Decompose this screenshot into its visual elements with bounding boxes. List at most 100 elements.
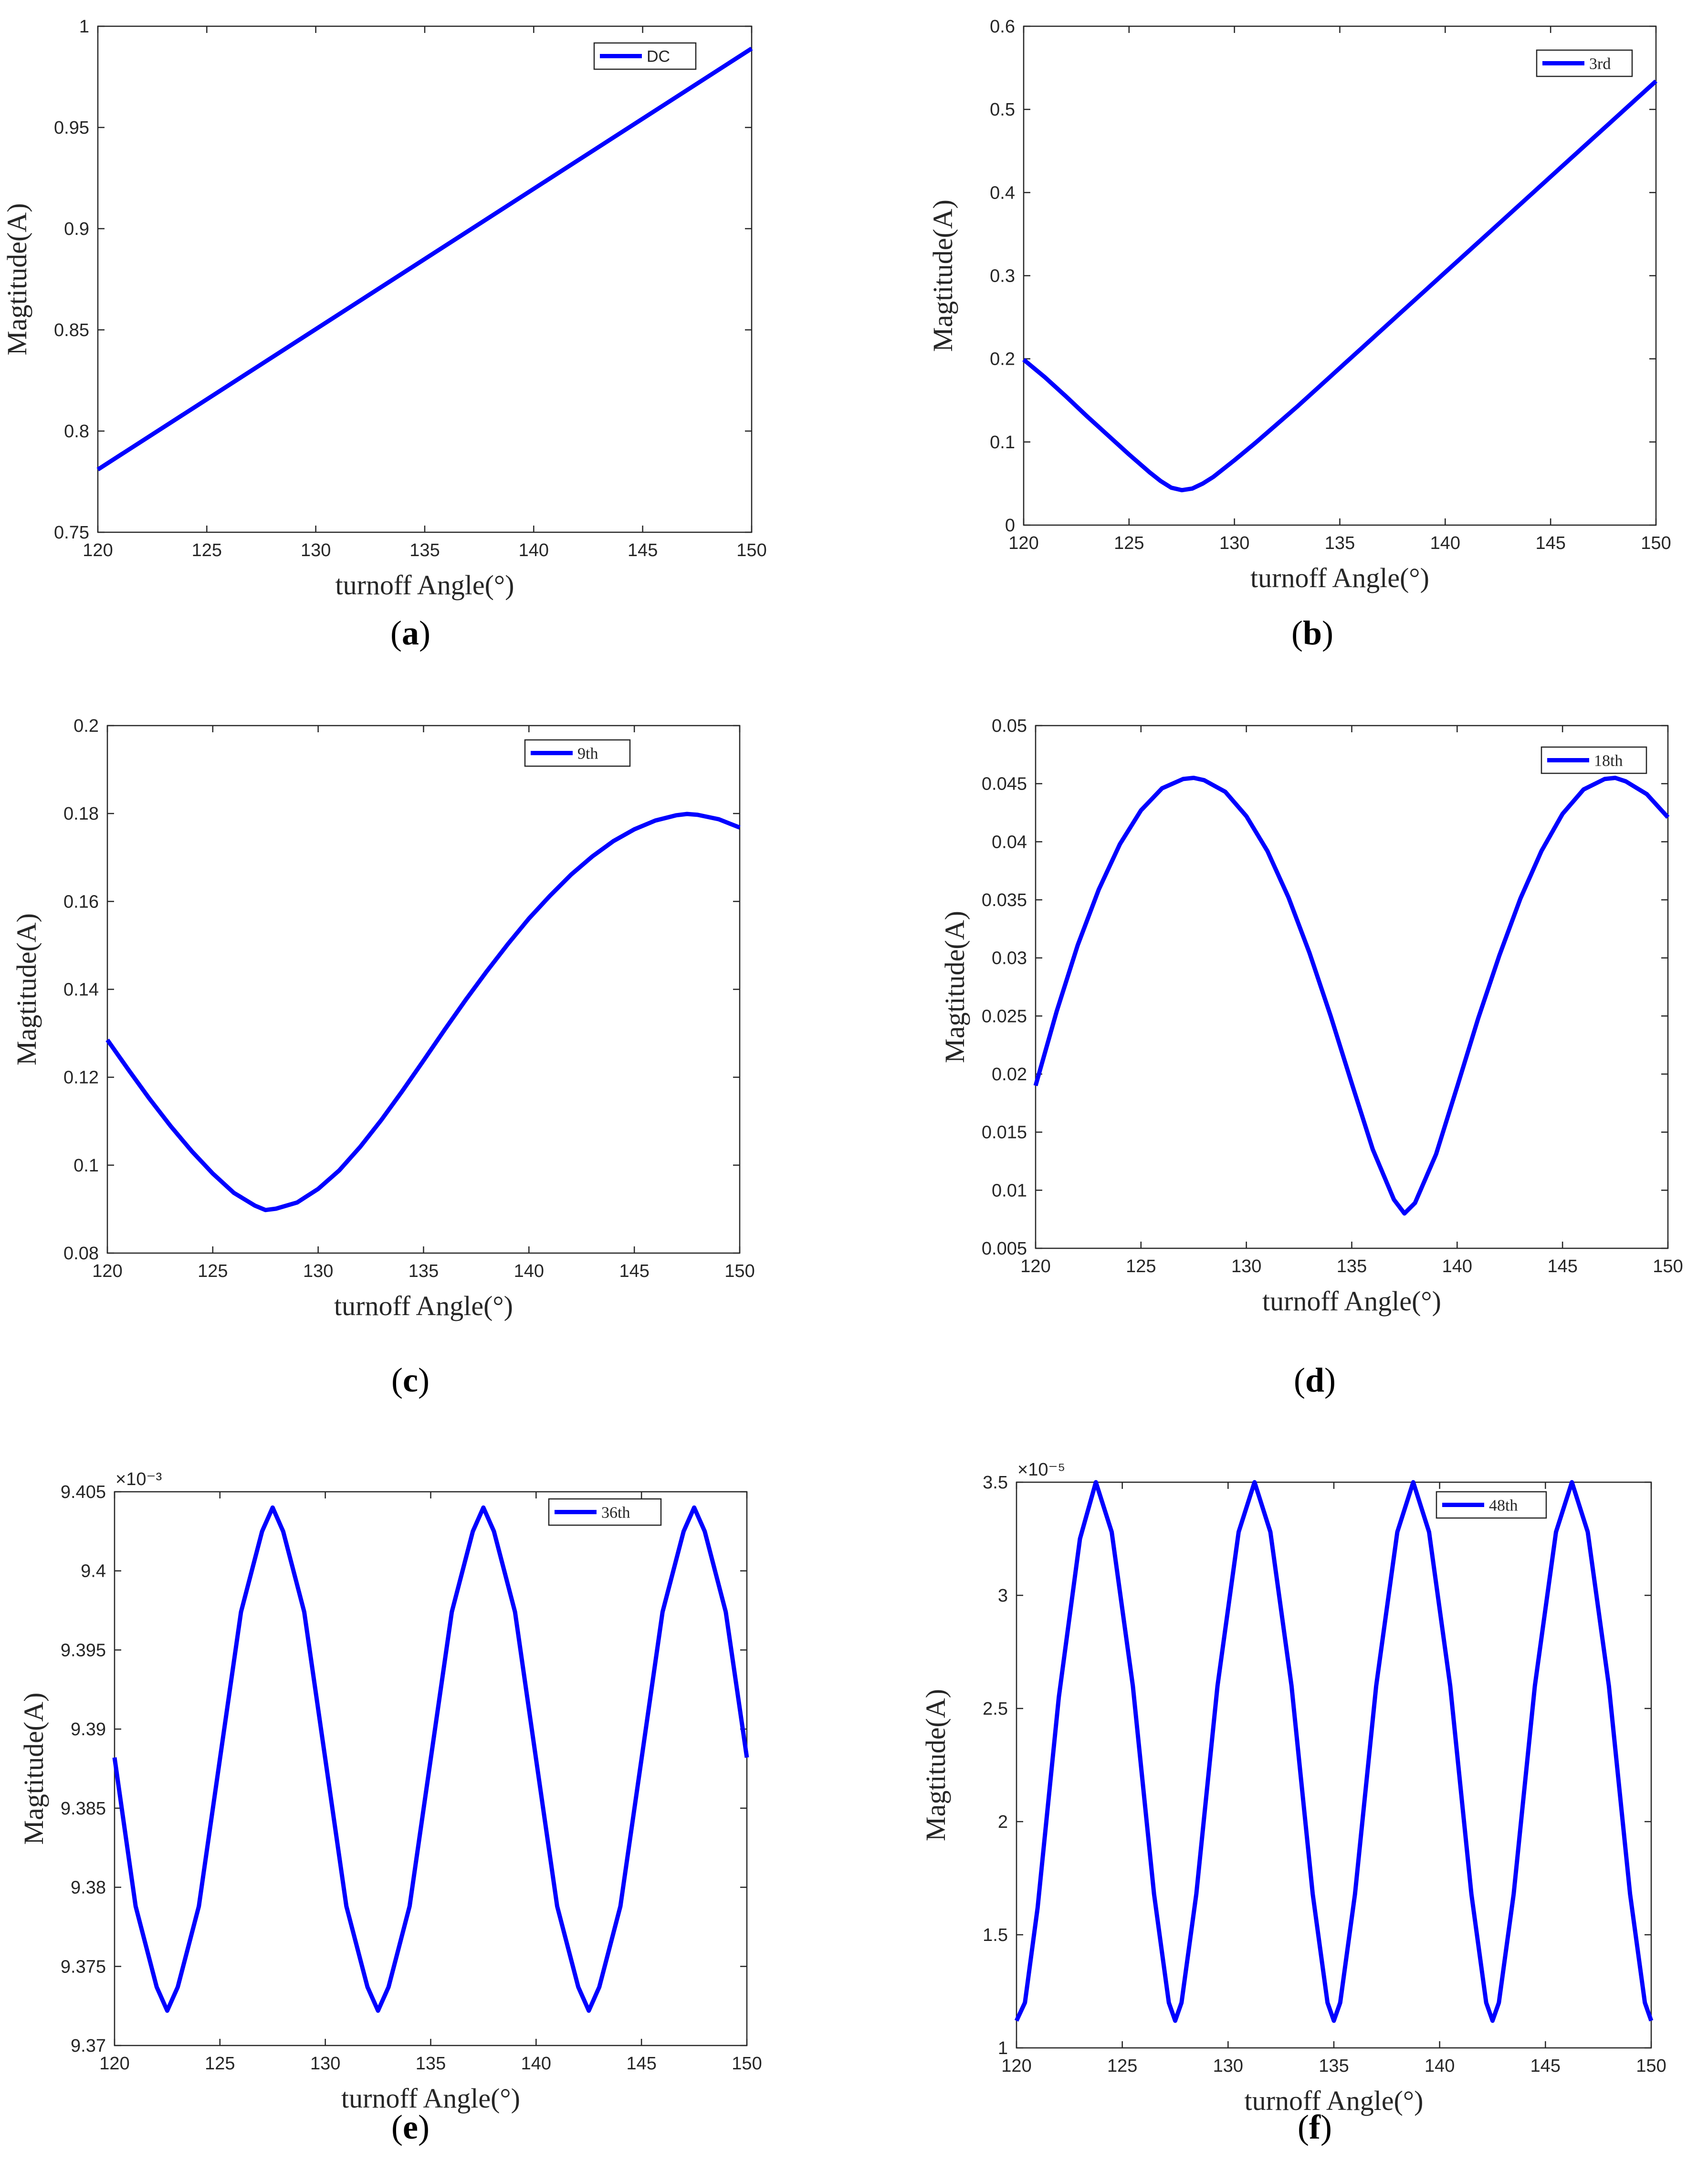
y-tick-label: 0.18 (63, 804, 99, 824)
x-tick-label: 140 (519, 540, 549, 560)
x-tick-label: 140 (521, 2054, 551, 2074)
x-tick-label: 120 (1001, 2056, 1031, 2076)
legend-entry: 36th (601, 1504, 630, 1522)
y-tick-label: 0.8 (64, 422, 89, 442)
x-tick-label: 145 (1535, 533, 1565, 553)
x-tick-label: 140 (1425, 2056, 1455, 2076)
y-tick-label: 1.5 (983, 1925, 1008, 1945)
x-tick-label: 125 (205, 2054, 235, 2074)
x-tick-label: 145 (1547, 1256, 1577, 1276)
x-tick-label: 120 (1020, 1256, 1050, 1276)
plot-frame (1016, 1481, 1652, 2049)
x-tick-label: 150 (724, 1261, 754, 1281)
chart-panel-e: 120 125 130 135 140 145 150 9.37 9.375 9.38 9.385 9… (18, 1469, 762, 2146)
y-tick-label: 1 (79, 17, 89, 37)
y-tick-label: 0.05 (992, 716, 1027, 736)
y-tick-label: 9.395 (61, 1640, 106, 1660)
x-tick-label: 130 (310, 2054, 340, 2074)
y-tick-label: 0.95 (54, 118, 89, 138)
plot-frame (1023, 25, 1657, 526)
x-tick-label: 145 (626, 2054, 656, 2074)
y-tick-label: 0.03 (992, 949, 1027, 969)
y-axis-exponent: ×10⁻³ (115, 1469, 162, 1489)
y-tick-label: 0.6 (990, 17, 1015, 37)
x-tick-label: 125 (1114, 533, 1144, 553)
x-tick-label: 145 (628, 540, 658, 560)
y-tick-label: 1 (998, 2038, 1008, 2058)
x-tick-label: 135 (1325, 533, 1355, 553)
series-line-48th (1014, 1480, 1654, 2023)
y-tick-label: 0.08 (63, 1244, 99, 1264)
y-tick-label: 0.01 (992, 1181, 1027, 1201)
y-axis-exponent: ×10⁻⁵ (1017, 1460, 1065, 1480)
legend-entry: DC (647, 48, 670, 66)
series-line-9th (105, 812, 741, 1213)
x-tick-label: 130 (301, 540, 331, 560)
y-axis-title: Magtitude(A) (939, 911, 970, 1063)
x-axis-title: turnoff Angle(°) (334, 1290, 513, 1321)
x-tick-label: 135 (1337, 1256, 1367, 1276)
y-tick-label: 0.12 (63, 1068, 99, 1088)
y-tick-label: 0.1 (990, 432, 1015, 453)
x-tick-label: 150 (736, 540, 766, 560)
y-tick-label: 0.025 (982, 1006, 1027, 1026)
legend-entry: 9th (577, 745, 598, 763)
y-tick-label: 9.375 (61, 1957, 106, 1977)
x-tick-label: 150 (1641, 533, 1671, 553)
x-tick-label: 120 (1008, 533, 1038, 553)
x-tick-label: 145 (1530, 2056, 1561, 2076)
x-tick-label: 135 (409, 540, 440, 560)
y-tick-label: 0.2 (73, 716, 99, 736)
y-axis-title: Magtitude(A) (11, 913, 42, 1065)
legend-entry: 3rd (1589, 55, 1611, 73)
x-tick-label: 120 (99, 2054, 129, 2074)
y-tick-label: 0.035 (982, 890, 1027, 910)
x-tick-label: 150 (732, 2054, 762, 2074)
y-tick-label: 0.045 (982, 774, 1027, 794)
y-tick-label: 9.385 (61, 1799, 106, 1819)
x-tick-label: 120 (83, 540, 113, 560)
series-line-3rd (1022, 79, 1658, 493)
legend-entry: 48th (1489, 1497, 1518, 1515)
panel-caption: (c) (391, 1361, 430, 1399)
series-line-36th (112, 1505, 749, 2013)
x-tick-label: 150 (1653, 1256, 1683, 1276)
y-tick-label: 9.37 (71, 2036, 106, 2056)
x-tick-label: 125 (1126, 1256, 1156, 1276)
y-tick-label: 0.4 (990, 183, 1015, 203)
x-tick-label: 145 (619, 1261, 649, 1281)
chart-panel-b: 120 125 130 135 140 145 150 0 0.1 0.2 0.3 0.4 0.5 0.6… (927, 17, 1671, 652)
panel-caption: (b) (1291, 614, 1333, 652)
y-axis-title: Magtitude(A) (1, 203, 32, 356)
y-tick-label: 0 (1005, 516, 1015, 536)
y-tick-label: 9.405 (61, 1482, 106, 1502)
x-tick-label: 130 (1213, 2056, 1243, 2076)
y-tick-label: 9.38 (71, 1878, 106, 1898)
y-tick-label: 9.39 (71, 1719, 106, 1740)
y-tick-label: 0.9 (64, 219, 89, 239)
x-axis-title: turnoff Angle(°) (341, 2083, 520, 2114)
x-tick-label: 130 (1219, 533, 1249, 553)
x-tick-label: 130 (303, 1261, 333, 1281)
plot-frame (106, 725, 741, 1254)
y-tick-label: 0.015 (982, 1123, 1027, 1143)
x-tick-label: 140 (1442, 1256, 1472, 1276)
y-axis-title: Magtitude(A) (920, 1689, 951, 1841)
x-tick-label: 140 (1430, 533, 1460, 553)
x-tick-label: 120 (92, 1261, 122, 1281)
y-axis-title: Magtitude(A) (927, 200, 958, 352)
panel-caption: (e) (391, 2108, 430, 2146)
y-tick-label: 9.4 (81, 1561, 106, 1582)
x-tick-label: 130 (1231, 1256, 1261, 1276)
chart-panel-d: 120 125 130 135 140 145 150 0.005 0.01 0.015 0.02 0… (939, 716, 1683, 1399)
y-tick-label: 3.5 (983, 1473, 1008, 1493)
x-axis-title: turnoff Angle(°) (335, 569, 514, 601)
x-axis-title: turnoff Angle(°) (1262, 1286, 1441, 1317)
x-axis-title: turnoff Angle(°) (1245, 2085, 1424, 2116)
y-tick-label: 0.85 (54, 320, 89, 340)
y-tick-label: 0.2 (990, 349, 1015, 369)
x-tick-label: 135 (416, 2054, 446, 2074)
chart-panel-a: 120 125 130 135 140 145 150 0.75 0.8 0.85 0.9 0.95 1… (1, 17, 767, 652)
y-axis-title: Magtitude(A) (18, 1693, 49, 1845)
series-line-18th (1033, 776, 1670, 1216)
